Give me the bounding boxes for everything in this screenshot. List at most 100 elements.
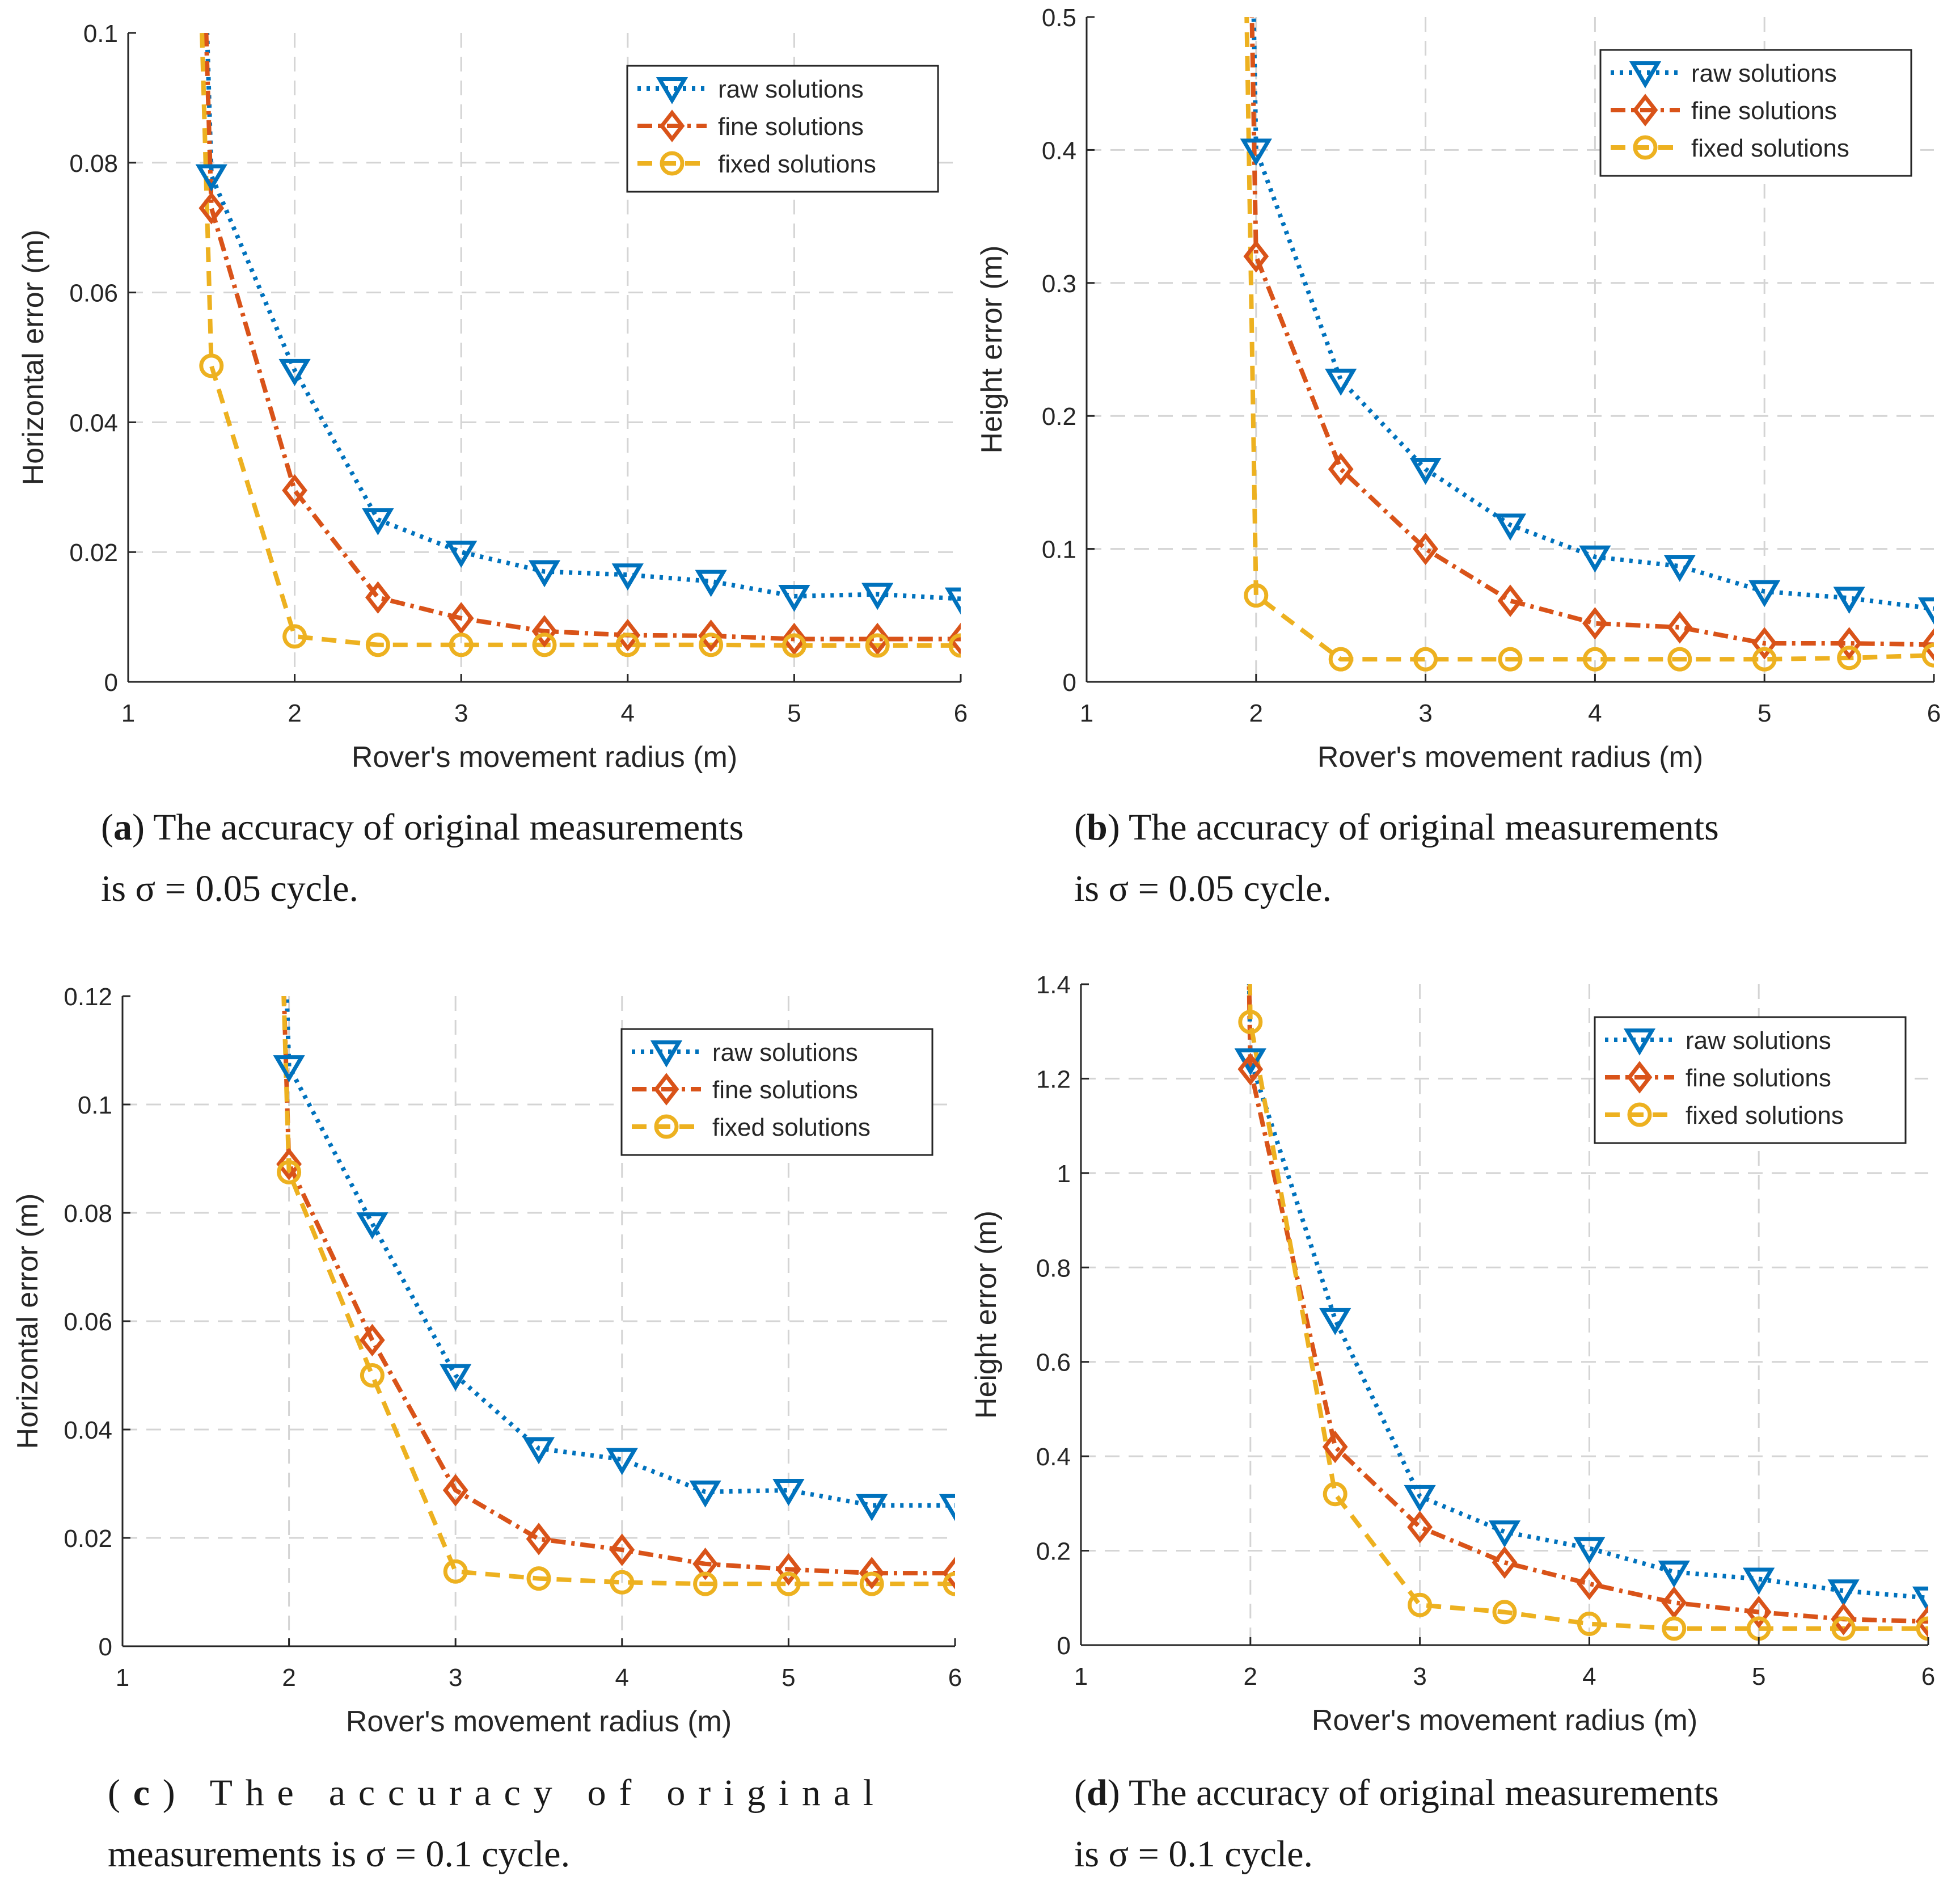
data-point-fine bbox=[1407, 1511, 1433, 1544]
y-tick-label: 0.04 bbox=[69, 409, 118, 437]
x-tick-label: 3 bbox=[449, 1664, 462, 1692]
x-tick-label: 2 bbox=[1249, 699, 1263, 727]
data-point-raw bbox=[1579, 545, 1611, 573]
chart-panel-d: 1 2 3 4 5 6 0 0.2 0.4 0.6 0.8 1 1.2 1.4 Rover's moveme… bbox=[970, 971, 1935, 1875]
data-point-raw bbox=[944, 587, 961, 615]
series-line-raw bbox=[1251, 17, 1934, 612]
data-point-fixed bbox=[1328, 647, 1353, 672]
data-point-raw bbox=[273, 1055, 305, 1082]
y-tick-label: 0.08 bbox=[69, 150, 118, 178]
data-point-fixed bbox=[699, 633, 724, 657]
data-point-raw bbox=[356, 1212, 388, 1239]
data-point-raw bbox=[195, 164, 227, 192]
caption-text-1: The accuracy of original bbox=[188, 1772, 873, 1814]
data-point-fixed bbox=[1921, 643, 1934, 668]
x-tick-label: 1 bbox=[121, 699, 135, 727]
data-point-fixed bbox=[1667, 647, 1692, 672]
x-tick-label: 4 bbox=[1582, 1663, 1596, 1690]
caption: (b) The accuracy of original measurement… bbox=[1074, 807, 1719, 909]
data-point-fixed bbox=[693, 1571, 718, 1596]
data-point-fine bbox=[1836, 627, 1862, 660]
data-point-fine bbox=[942, 1557, 955, 1590]
y-tick-label: 0.02 bbox=[69, 539, 118, 567]
y-tick-label: 0.06 bbox=[69, 280, 118, 307]
data-point-fixed bbox=[1238, 1010, 1263, 1035]
data-point-fine bbox=[1577, 1567, 1602, 1600]
caption-close-paren: ) bbox=[1108, 807, 1120, 848]
data-point-raw bbox=[1827, 1579, 1860, 1607]
x-tick-label: 2 bbox=[282, 1664, 295, 1692]
chart-panel-b: 1 2 3 4 5 6 0 0.1 0.2 0.3 0.4 0.5 Rover's movement r… bbox=[975, 4, 1941, 909]
x-tick-label: 6 bbox=[948, 1664, 962, 1692]
legend-label-fixed: fixed solutions bbox=[1686, 1102, 1844, 1129]
x-axis-label: Rover's movement radius (m) bbox=[352, 741, 737, 774]
data-point-raw bbox=[1404, 1485, 1436, 1512]
legend-marker-fine bbox=[1627, 1061, 1653, 1094]
data-point-fixed bbox=[365, 633, 390, 657]
y-tick-label: 1.2 bbox=[1036, 1065, 1071, 1093]
caption: (d) The accuracy of original measurement… bbox=[1074, 1772, 1719, 1875]
y-tick-label: 0.1 bbox=[1042, 536, 1076, 564]
data-point-fine bbox=[526, 1523, 552, 1555]
data-point-raw bbox=[362, 508, 394, 536]
data-point-fine bbox=[282, 474, 307, 507]
data-point-fine bbox=[365, 581, 391, 614]
legend-marker-raw bbox=[650, 1040, 683, 1068]
legend-label-raw: raw solutions bbox=[1686, 1027, 1831, 1055]
data-point-raw bbox=[695, 570, 727, 597]
legend-marker-fine bbox=[1632, 94, 1658, 127]
data-point-raw bbox=[772, 1478, 805, 1506]
data-point-fine bbox=[692, 1548, 718, 1580]
data-point-fixed bbox=[443, 1559, 468, 1584]
x-tick-label: 2 bbox=[288, 699, 301, 727]
y-tick-label: 0.1 bbox=[78, 1091, 112, 1119]
data-point-fixed bbox=[948, 633, 961, 658]
legend-label-fine: fine solutions bbox=[1691, 97, 1837, 125]
legend: raw solutions fine solutions fixed solutio… bbox=[1599, 49, 1912, 177]
data-point-fine bbox=[1667, 611, 1693, 644]
x-tick-label: 3 bbox=[454, 699, 468, 727]
x-tick-label: 1 bbox=[1074, 1663, 1088, 1690]
data-point-raw bbox=[939, 1494, 955, 1521]
data-point-fixed bbox=[1323, 1482, 1348, 1507]
x-tick-label: 3 bbox=[1413, 1663, 1426, 1690]
x-tick-label: 6 bbox=[1927, 699, 1941, 727]
data-point-fine bbox=[1582, 607, 1608, 640]
data-point-fixed bbox=[1831, 1616, 1856, 1641]
y-tick-label: 0 bbox=[104, 669, 118, 697]
y-tick-label: 0.12 bbox=[64, 983, 112, 1011]
data-point-fine bbox=[1921, 628, 1934, 661]
data-point-raw bbox=[1833, 587, 1865, 614]
data-point-fixed bbox=[865, 633, 890, 658]
x-tick-label: 4 bbox=[621, 699, 635, 727]
y-tick-label: 0.5 bbox=[1042, 4, 1076, 32]
data-point-fine bbox=[360, 1323, 385, 1357]
legend-marker-fine bbox=[659, 109, 685, 142]
caption-tag: b bbox=[1087, 807, 1108, 848]
caption-open-paren: ( bbox=[101, 807, 113, 848]
series-group bbox=[1240, 17, 1934, 672]
data-point-fixed bbox=[1577, 1612, 1602, 1637]
data-point-fine bbox=[859, 1557, 885, 1590]
caption-line-1: (d) The accuracy of original measurement… bbox=[1074, 1772, 1719, 1814]
y-axis-label: Height error (m) bbox=[970, 1211, 1003, 1419]
y-tick-label: 0.4 bbox=[1036, 1443, 1071, 1471]
series-line-fine bbox=[1247, 984, 1928, 1624]
series-line-fixed bbox=[1247, 984, 1928, 1631]
data-point-fixed bbox=[449, 633, 474, 657]
x-tick-label: 4 bbox=[1588, 699, 1602, 727]
data-point-raw bbox=[861, 583, 894, 610]
series-line-fine bbox=[204, 33, 961, 642]
legend-label-fixed: fixed solutions bbox=[1691, 134, 1849, 162]
y-tick-label: 0.04 bbox=[64, 1416, 112, 1444]
caption-line-2: is σ = 0.05 cycle. bbox=[1074, 868, 1332, 909]
data-point-raw bbox=[689, 1480, 721, 1508]
data-point-fixed bbox=[1582, 647, 1607, 672]
caption-text-1: The accuracy of original measurements bbox=[1120, 807, 1719, 848]
data-point-raw bbox=[1663, 555, 1696, 582]
data-point-raw bbox=[1319, 1308, 1351, 1335]
data-point-raw bbox=[278, 359, 311, 386]
caption-open-paren: ( bbox=[1074, 807, 1087, 848]
data-point-fixed bbox=[1408, 1592, 1433, 1617]
y-tick-label: 0.6 bbox=[1036, 1349, 1071, 1377]
